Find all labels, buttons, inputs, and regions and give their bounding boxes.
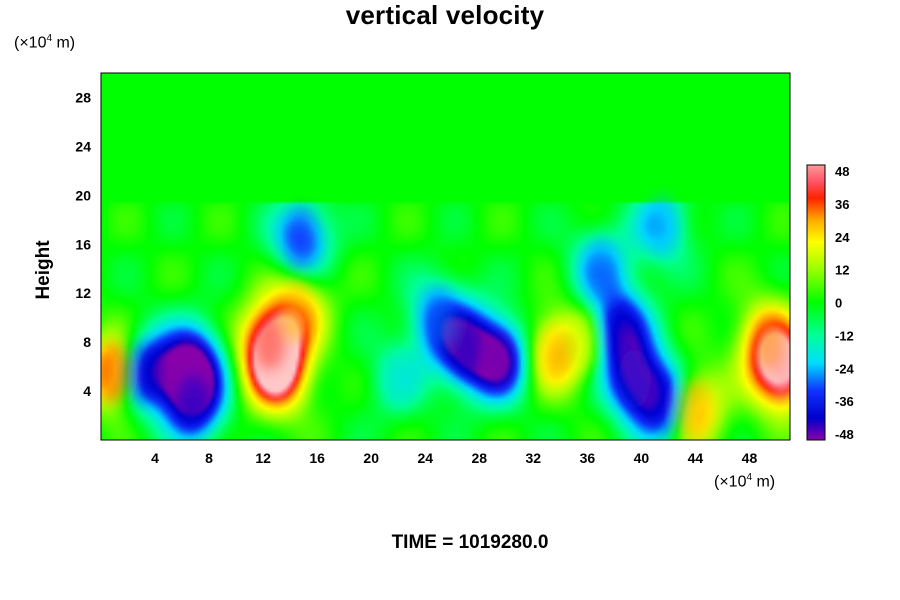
- velocity-feature-13: [449, 318, 482, 379]
- y-tick-label: 16: [75, 236, 91, 252]
- x-tick-label: 20: [363, 450, 379, 466]
- x-tick-label: 48: [742, 450, 758, 466]
- velocity-feature-12: [129, 342, 162, 403]
- velocity-feature-5: [753, 312, 786, 373]
- plot-border: [100, 72, 791, 441]
- colorbar-tick-label: 12: [835, 263, 849, 278]
- velocity-feature-14: [488, 334, 511, 387]
- y-tick-label: 20: [75, 187, 91, 203]
- x-axis-ticks: 4 8 12 16 20 24 28 32 36 40 44 48: [151, 450, 757, 466]
- velocity-feature-9: [679, 379, 712, 440]
- colorbar-tick-label: 48: [835, 164, 849, 179]
- velocity-feature-21: [645, 195, 678, 256]
- velocity-feature-16: [618, 348, 651, 409]
- velocity-field-image: [101, 73, 790, 440]
- x-tick-label: 12: [255, 450, 271, 466]
- y-axis-unit: (×104 m): [14, 33, 76, 52]
- colorbar-tick-label: -36: [835, 394, 854, 409]
- x-tick-label: 44: [688, 450, 704, 466]
- velocity-feature-7: [537, 324, 570, 385]
- y-tick-label: 28: [75, 89, 91, 105]
- colorbar-tick-label: 24: [835, 230, 850, 245]
- velocity-feature-3: [280, 281, 313, 342]
- time-label: TIME = 1019280.0: [391, 532, 549, 553]
- velocity-feature-2: [253, 312, 286, 373]
- velocity-feature-17: [605, 299, 638, 360]
- velocity-feature-6: [101, 342, 128, 403]
- x-axis-unit: (×104 m): [714, 472, 776, 491]
- velocity-feature-8: [564, 312, 597, 373]
- x-tick-label: 28: [471, 450, 487, 466]
- chart-title: vertical velocity: [345, 0, 545, 30]
- colorbar-tick-label: -24: [835, 361, 855, 376]
- y-tick-label: 12: [75, 285, 91, 301]
- x-tick-label: 8: [205, 450, 213, 466]
- y-tick-label: 24: [75, 138, 91, 154]
- x-tick-label: 36: [580, 450, 596, 466]
- colorbar-tick-label: 36: [835, 197, 849, 212]
- colorbar-tick-label: 0: [835, 296, 842, 311]
- velocity-feature-15: [422, 287, 455, 348]
- x-tick-label: 32: [526, 450, 542, 466]
- colorbar-tick-label: -12: [835, 328, 854, 343]
- y-tick-label: 8: [83, 334, 91, 350]
- x-tick-label: 4: [151, 450, 159, 466]
- velocity-feature-11: [176, 373, 209, 434]
- x-tick-label: 40: [634, 450, 650, 466]
- velocity-features: [101, 195, 790, 440]
- colorbar-tick-label: -48: [835, 427, 854, 442]
- velocity-feature-19: [645, 373, 678, 434]
- y-tick-label: 4: [83, 383, 91, 399]
- y-axis-ticks: 4 8 12 16 20 24 28: [75, 89, 91, 399]
- velocity-feature-20: [284, 208, 317, 269]
- colorbar-ticks: 48 36 24 12 0 -12 -24 -36 -48: [835, 164, 855, 442]
- colorbar: [806, 164, 826, 441]
- x-tick-label: 24: [417, 450, 433, 466]
- x-tick-label: 16: [309, 450, 325, 466]
- velocity-feature-18: [584, 238, 617, 299]
- velocity-feature-22: [382, 348, 415, 409]
